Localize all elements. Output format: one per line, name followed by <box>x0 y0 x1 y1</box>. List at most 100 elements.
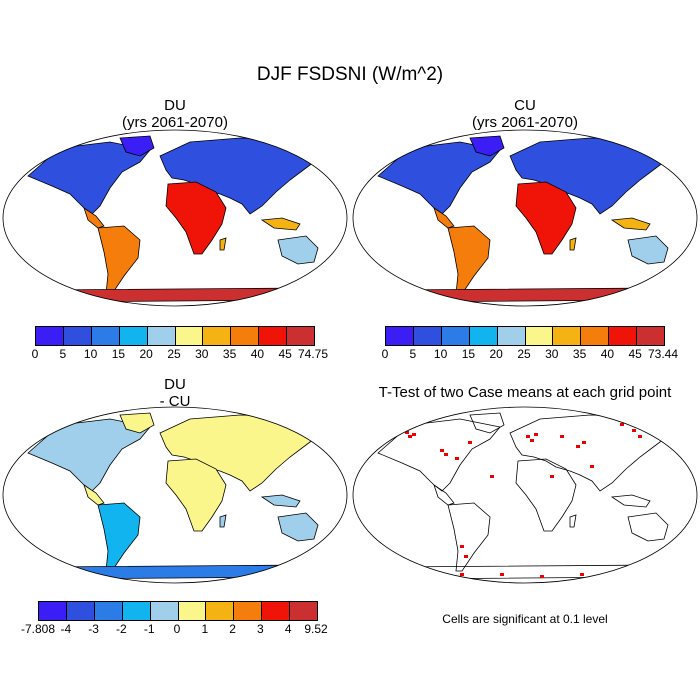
colorbar-tick-label: 40 <box>250 347 265 361</box>
significant-cell <box>648 425 652 428</box>
colorbar-tick-label: 5 <box>409 347 417 361</box>
panel-du-title-line1: DU <box>164 97 186 114</box>
land-greenland <box>469 412 505 434</box>
colorbar-tick-label: 30 <box>545 347 559 361</box>
land-camerica <box>433 484 455 506</box>
land-antarctica <box>388 287 661 303</box>
significant-cell <box>560 435 564 438</box>
land-indonesia <box>610 217 651 231</box>
colorbar-diff <box>38 601 318 621</box>
colorbar-tick-label: 10 <box>433 347 448 361</box>
colorbar-swatch <box>63 327 92 345</box>
land-camerica <box>83 207 105 229</box>
colorbar-tick-label: 20 <box>139 347 153 361</box>
land-africa <box>515 181 577 255</box>
land-australia <box>277 512 319 542</box>
colorbar-swatch <box>94 602 123 620</box>
land-madagascar <box>219 514 227 528</box>
colorbar-swatch <box>413 327 442 345</box>
colorbar-tick-label: 35 <box>572 347 587 361</box>
panel-du-title: DU (yrs 2061-2070) <box>60 97 290 131</box>
map-ttest <box>352 406 698 584</box>
colorbar-swatch <box>497 327 526 345</box>
colorbar-swatch <box>441 327 470 345</box>
significant-cell <box>444 453 448 456</box>
colorbar-du-labels: 0 5 10 15 20 25 30 35 40 45 74.75 <box>32 347 328 361</box>
colorbar-tick-label: -7.808 <box>20 622 56 636</box>
colorbar-swatch <box>175 327 204 345</box>
colorbar-swatch <box>150 602 179 620</box>
significant-cell <box>405 431 409 434</box>
colorbar-swatch <box>290 602 318 620</box>
figure-title: DJF FSDSNI (W/m^2) <box>256 64 444 85</box>
colorbar-tick-label: 73.44 <box>647 347 679 361</box>
land-antarctica <box>38 287 311 303</box>
land-nz <box>325 265 333 279</box>
significant-cell <box>550 475 554 478</box>
colorbar-swatch <box>234 602 263 620</box>
land-australia <box>627 512 669 542</box>
colorbar-swatch <box>609 327 638 345</box>
significant-cell <box>420 573 424 576</box>
panel-cu-title: CU (yrs 2061-2070) <box>410 97 640 131</box>
map-diff <box>2 406 348 584</box>
colorbar-tick-label: 45 <box>628 347 642 361</box>
colorbar-swatch <box>637 327 665 345</box>
land-madagascar <box>219 237 227 251</box>
significant-cell <box>490 475 494 478</box>
colorbar-tick-label: 5 <box>59 347 67 361</box>
land-madagascar <box>569 514 577 528</box>
colorbar-swatch <box>287 327 315 345</box>
colorbar-tick-label: 0 <box>173 622 181 636</box>
colorbar-cu <box>385 326 665 346</box>
colorbar-swatch <box>36 327 64 345</box>
significant-cell <box>620 423 624 426</box>
colorbar-tick-label: 74.75 <box>297 347 329 361</box>
significance-note: Cells are significant at 0.1 level <box>442 612 608 626</box>
colorbar-swatch <box>259 327 288 345</box>
panel-diff-title-line2: - CU <box>159 393 191 410</box>
colorbar-du <box>35 326 315 346</box>
colorbar-swatch <box>386 327 414 345</box>
colorbar-swatch <box>581 327 610 345</box>
panel-diff-title-line1: DU <box>164 376 186 393</box>
map-cu <box>352 129 698 307</box>
significant-cell <box>500 573 504 576</box>
colorbar-tick-label: -2 <box>116 622 127 636</box>
colorbar-swatch <box>231 327 260 345</box>
colorbar-tick-label: 3 <box>257 622 264 636</box>
colorbar-swatch <box>525 327 554 345</box>
colorbar-tick-label: 4 <box>284 622 292 636</box>
significant-cell <box>460 545 464 548</box>
significant-cell <box>526 435 530 438</box>
colorbar-swatch <box>147 327 176 345</box>
colorbar-tick-label: -4 <box>60 622 72 636</box>
land-africa <box>165 181 227 255</box>
significant-cell <box>468 441 472 444</box>
panel-cu-title-line2: (yrs 2061-2070) <box>472 114 578 131</box>
colorbar-tick-label: 35 <box>222 347 237 361</box>
colorbar-tick-label: 15 <box>461 347 476 361</box>
colorbar-swatch <box>553 327 582 345</box>
significant-cell <box>464 555 468 558</box>
colorbar-tick-label: 2 <box>229 622 236 636</box>
colorbar-swatch <box>203 327 232 345</box>
land-australia <box>277 235 319 265</box>
significant-cell <box>455 457 459 460</box>
land-australia <box>627 235 669 265</box>
colorbar-tick-label: 25 <box>517 347 531 361</box>
land-na <box>377 141 501 215</box>
colorbar-tick-label: 0 <box>381 347 389 361</box>
significant-cell <box>580 573 584 576</box>
colorbar-swatch <box>206 602 235 620</box>
map-border <box>2 406 348 584</box>
panel-diff-title: DU - CU <box>60 376 290 410</box>
land-nz <box>675 542 683 556</box>
significant-cell <box>632 429 636 432</box>
map-border <box>352 129 698 307</box>
panel-du-title-line2: (yrs 2061-2070) <box>122 114 228 131</box>
map-du <box>2 129 348 307</box>
land-na <box>377 418 501 492</box>
land-africa <box>165 458 227 532</box>
ocean <box>353 407 697 583</box>
